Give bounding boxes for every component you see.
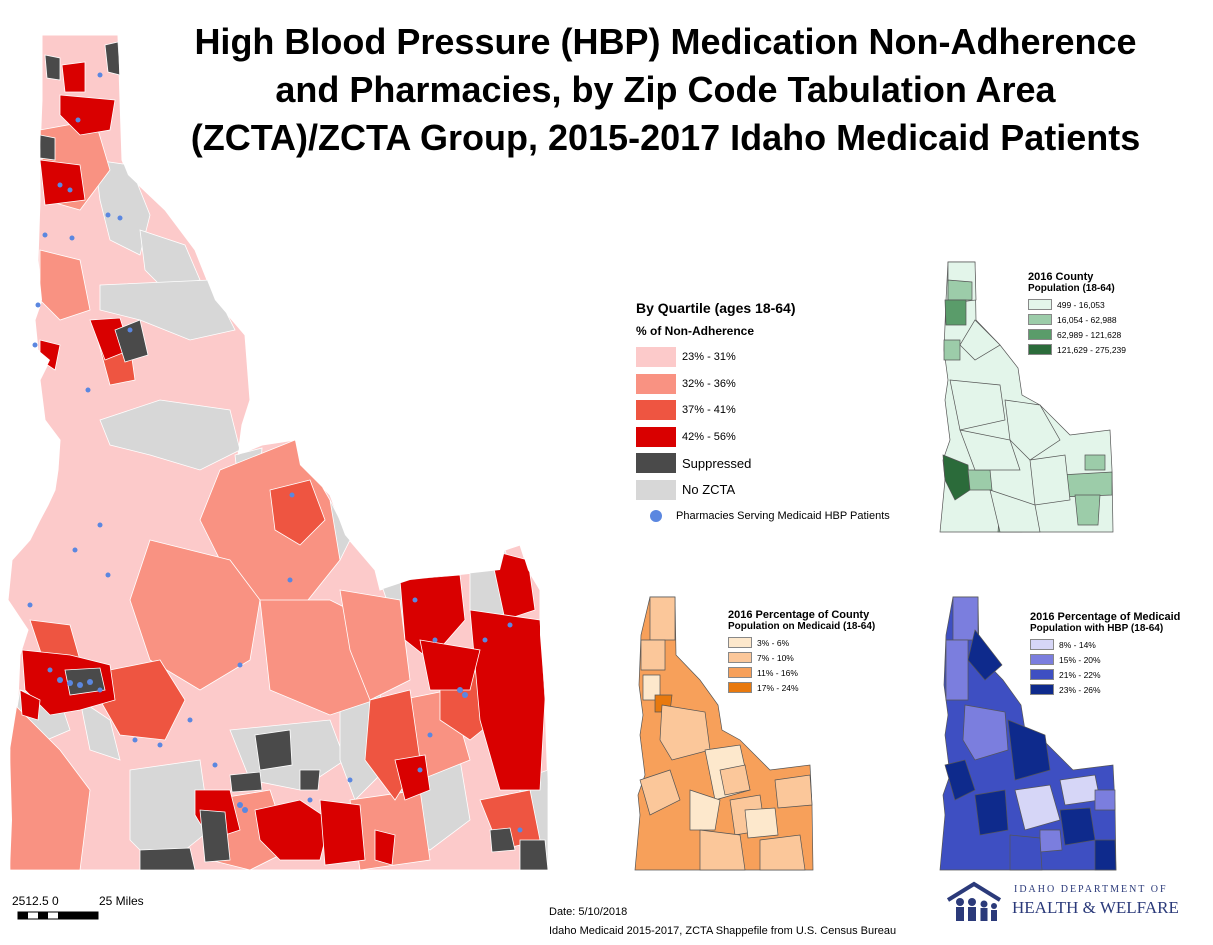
main-idaho-map xyxy=(7,34,549,871)
county-legend-subtitle: Population (18-64) xyxy=(1028,283,1115,294)
title-line-2: and Pharmacies, by Zip Code Tabulation A… xyxy=(275,69,1056,110)
scale-bar-end-label: 25 Miles xyxy=(99,894,144,908)
legend-row: 8% - 14% xyxy=(1030,637,1180,652)
legend-swatch xyxy=(1028,299,1052,310)
legend-swatch xyxy=(636,479,676,500)
legend-swatch xyxy=(728,652,752,663)
logo-line-1: IDAHO DEPARTMENT OF xyxy=(1014,884,1168,895)
pharmacy-dots xyxy=(27,72,523,833)
legend-label: 3% - 6% xyxy=(757,637,790,648)
pharmacy-dot-icon xyxy=(650,510,662,523)
hbp-legend-subtitle: Population with HBP (18-64) xyxy=(1030,623,1164,634)
legend-row: 21% - 22% xyxy=(1030,667,1180,682)
legend-label: No ZCTA xyxy=(682,482,736,498)
legend-swatch xyxy=(1030,684,1054,695)
legend-label: 17% - 24% xyxy=(757,682,799,693)
logo-line-2: HEALTH & WELFARE xyxy=(1012,898,1179,917)
legend-label: 23% - 31% xyxy=(682,351,736,364)
legend-swatch xyxy=(1028,344,1052,355)
legend-row: 32% - 36% xyxy=(636,371,936,398)
map-title: High Blood Pressure (HBP) Medication Non… xyxy=(118,18,1213,162)
legend-row: 15% - 20% xyxy=(1030,652,1180,667)
medicaid-legend-subtitle: Population on Medicaid (18-64) xyxy=(728,621,876,632)
legend-swatch xyxy=(636,400,676,421)
legend-row: 16,054 - 62,988 xyxy=(1028,312,1126,327)
legend-swatch xyxy=(1028,314,1052,325)
legend-label: 499 - 16,053 xyxy=(1057,299,1105,310)
legend-swatch xyxy=(728,667,752,678)
legend-swatch xyxy=(636,453,676,474)
legend-row: 499 - 16,053 xyxy=(1028,297,1126,312)
legend-label: 62,989 - 121,628 xyxy=(1057,329,1122,340)
legend-label: 7% - 10% xyxy=(757,652,794,663)
legend-row: Suppressed xyxy=(636,450,936,477)
legend-row: 37% - 41% xyxy=(636,397,936,424)
medicaid-legend-title: 2016 Percentage of County xyxy=(728,609,870,621)
legend-row: 7% - 10% xyxy=(728,650,875,665)
legend-row: 11% - 16% xyxy=(728,665,875,680)
legend-swatch xyxy=(1030,669,1054,680)
legend-swatch xyxy=(636,426,676,447)
idhw-logo: IDAHO DEPARTMENT OF HEALTH & WELFARE xyxy=(946,880,1201,922)
legend-row: 23% - 31% xyxy=(636,344,936,371)
county-legend-title: 2016 County xyxy=(1028,271,1094,283)
legend-swatch xyxy=(1030,654,1054,665)
legend-row: 17% - 24% xyxy=(728,680,875,695)
scale-bar-ticks: 2512.5 0 xyxy=(12,894,59,908)
legend-row: 42% - 56% xyxy=(636,424,936,451)
legend-swatch xyxy=(728,682,752,693)
legend-label: 42% - 56% xyxy=(682,430,736,443)
legend-label: 21% - 22% xyxy=(1059,669,1101,680)
legend-label: 32% - 36% xyxy=(682,377,736,390)
legend-label: Suppressed xyxy=(682,455,752,471)
legend-swatch xyxy=(636,373,676,394)
county-legend: 2016 County Population (18-64) 499 - 16,… xyxy=(1028,271,1126,357)
legend-subtitle: % of Non-Adherence xyxy=(636,324,755,338)
legend-row: 23% - 26% xyxy=(1030,682,1180,697)
legend-swatch xyxy=(728,637,752,648)
medicaid-legend: 2016 Percentage of County Population on … xyxy=(728,609,875,695)
legend-label: 37% - 41% xyxy=(682,404,736,417)
hbp-legend-title: 2016 Percentage of Medicaid xyxy=(1030,611,1181,623)
legend-label: 23% - 26% xyxy=(1059,684,1101,695)
title-line-3: (ZCTA)/ZCTA Group, 2015-2017 Idaho Medic… xyxy=(190,117,1141,158)
map-source: Idaho Medicaid 2015-2017, ZCTA Shappefil… xyxy=(549,925,897,937)
legend-row-pharmacy: Pharmacies Serving Medicaid HBP Patients xyxy=(636,503,936,530)
hbp-legend: 2016 Percentage of Medicaid Population w… xyxy=(1030,611,1180,697)
legend-row: No ZCTA xyxy=(636,477,936,504)
legend-row: 62,989 - 121,628 xyxy=(1028,327,1126,342)
legend-label: Pharmacies Serving Medicaid HBP Patients xyxy=(676,510,890,523)
legend-row: 3% - 6% xyxy=(728,635,875,650)
legend-swatch xyxy=(1028,329,1052,340)
legend-swatch xyxy=(636,347,676,368)
title-line-1: High Blood Pressure (HBP) Medication Non… xyxy=(194,21,1137,62)
legend-title: By Quartile (ages 18-64) xyxy=(636,300,796,316)
legend-label: 11% - 16% xyxy=(757,667,798,678)
legend-row: 121,629 - 275,239 xyxy=(1028,342,1126,357)
map-date: Date: 5/10/2018 xyxy=(549,906,628,918)
legend-label: 16,054 - 62,988 xyxy=(1057,314,1117,325)
main-legend: By Quartile (ages 18-64) % of Non-Adhere… xyxy=(636,300,936,530)
legend-label: 121,629 - 275,239 xyxy=(1057,344,1127,355)
family-logo-icon xyxy=(946,881,1002,921)
legend-label: 8% - 14% xyxy=(1059,639,1096,650)
legend-label: 15% - 20% xyxy=(1059,654,1101,665)
legend-swatch xyxy=(1030,639,1054,650)
